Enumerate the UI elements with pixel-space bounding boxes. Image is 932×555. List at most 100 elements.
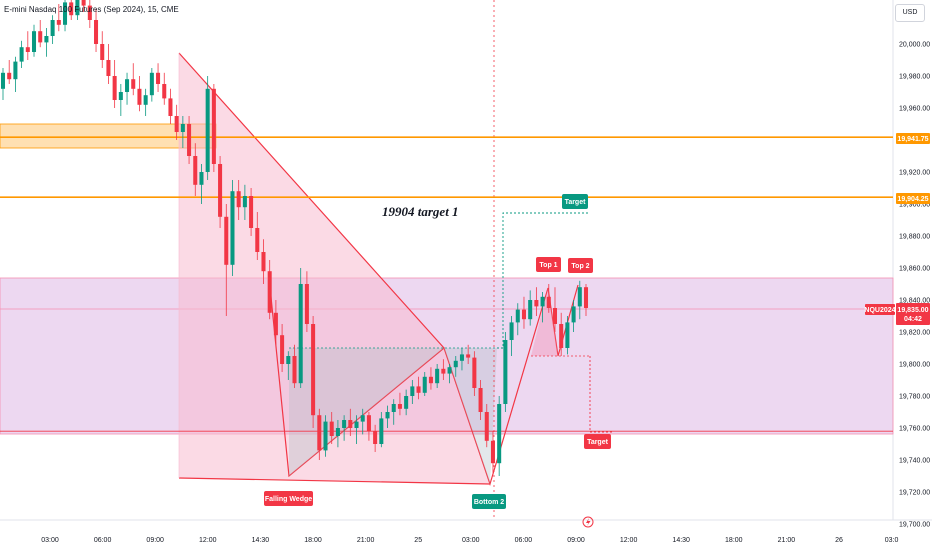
candle-body[interactable] xyxy=(360,415,365,422)
candle-body[interactable] xyxy=(261,252,266,272)
lightning-icon[interactable] xyxy=(582,516,594,528)
candle-body[interactable] xyxy=(249,196,254,228)
candle-body[interactable] xyxy=(466,354,471,358)
candle-body[interactable] xyxy=(478,388,483,412)
candle-body[interactable] xyxy=(565,322,570,348)
candle-body[interactable] xyxy=(335,428,340,436)
candle-body[interactable] xyxy=(292,356,297,384)
candle-body[interactable] xyxy=(187,124,192,156)
candle-body[interactable] xyxy=(156,72,161,84)
candle-body[interactable] xyxy=(373,431,378,444)
candles-layer[interactable] xyxy=(0,0,589,476)
candle-body[interactable] xyxy=(528,300,533,320)
candle-body[interactable] xyxy=(56,20,61,25)
candle-body[interactable] xyxy=(385,412,390,419)
candle-body[interactable] xyxy=(81,0,86,6)
candle-body[interactable] xyxy=(255,228,260,252)
target-note[interactable]: 19904 target 1 xyxy=(382,204,459,219)
candle-body[interactable] xyxy=(273,312,278,336)
candle-body[interactable] xyxy=(447,367,452,374)
candle-body[interactable] xyxy=(44,36,49,43)
candle-body[interactable] xyxy=(484,412,489,441)
top-1-label[interactable]: Top 1 xyxy=(536,257,561,272)
candle-body[interactable] xyxy=(379,418,384,444)
wedge-lower-line[interactable] xyxy=(178,477,491,485)
candle-body[interactable] xyxy=(137,88,142,105)
candle-body[interactable] xyxy=(13,61,18,80)
candle-body[interactable] xyxy=(317,415,322,451)
candle-body[interactable] xyxy=(199,172,204,185)
candle-body[interactable] xyxy=(218,164,223,217)
candle-body[interactable] xyxy=(329,421,334,436)
candle-body[interactable] xyxy=(0,72,6,89)
candle-body[interactable] xyxy=(323,421,328,451)
candle-body[interactable] xyxy=(63,2,68,25)
candle-body[interactable] xyxy=(180,124,185,132)
candle-body[interactable] xyxy=(168,98,173,116)
candle-body[interactable] xyxy=(311,324,316,416)
candle-body[interactable] xyxy=(267,271,272,313)
candle-body[interactable] xyxy=(497,404,502,464)
candle-body[interactable] xyxy=(453,360,458,368)
candle-body[interactable] xyxy=(7,72,12,80)
candle-body[interactable] xyxy=(224,216,229,265)
candle-body[interactable] xyxy=(31,31,37,52)
candle-body[interactable] xyxy=(298,284,303,384)
zigzag-pattern[interactable] xyxy=(268,276,579,486)
candle-body[interactable] xyxy=(230,191,235,265)
candle-body[interactable] xyxy=(19,47,24,62)
candle-body[interactable] xyxy=(143,95,148,105)
candle-body[interactable] xyxy=(342,420,347,428)
candle-body[interactable] xyxy=(472,357,477,388)
candle-body[interactable] xyxy=(100,44,105,60)
candle-body[interactable] xyxy=(503,340,508,404)
candle-body[interactable] xyxy=(118,92,123,100)
bottom-2-label[interactable]: Bottom 2 xyxy=(472,494,506,509)
top-2-label[interactable]: Top 2 xyxy=(568,258,593,273)
candle-body[interactable] xyxy=(75,0,80,16)
target-lower-label[interactable]: Target xyxy=(584,434,611,449)
candle-body[interactable] xyxy=(131,79,136,89)
candle-body[interactable] xyxy=(174,116,179,132)
candle-body[interactable] xyxy=(193,156,198,185)
candle-body[interactable] xyxy=(236,191,241,208)
candle-body[interactable] xyxy=(422,376,427,393)
candle-body[interactable] xyxy=(112,76,117,100)
candle-body[interactable] xyxy=(490,440,495,464)
candle-body[interactable] xyxy=(435,368,440,384)
candle-body[interactable] xyxy=(348,420,353,428)
candle-body[interactable] xyxy=(38,31,43,43)
candle-body[interactable] xyxy=(304,284,309,324)
candle-body[interactable] xyxy=(286,356,291,364)
candle-body[interactable] xyxy=(583,287,589,308)
candle-body[interactable] xyxy=(149,72,154,96)
falling-wedge-label[interactable]: Falling Wedge xyxy=(264,491,313,506)
currency-button[interactable]: USD xyxy=(895,4,925,22)
target-upper-label[interactable]: Target xyxy=(562,194,588,209)
candle-body[interactable] xyxy=(69,2,74,16)
candle-body[interactable] xyxy=(515,309,520,323)
candle-body[interactable] xyxy=(546,296,551,308)
candle-body[interactable] xyxy=(25,47,30,52)
candle-body[interactable] xyxy=(416,386,421,393)
candle-body[interactable] xyxy=(94,20,99,44)
candle-body[interactable] xyxy=(391,404,396,412)
candle-body[interactable] xyxy=(410,386,415,396)
candle-body[interactable] xyxy=(577,287,582,307)
candle-body[interactable] xyxy=(125,79,130,92)
candle-body[interactable] xyxy=(211,88,216,164)
candle-body[interactable] xyxy=(280,335,285,364)
candle-body[interactable] xyxy=(397,404,402,409)
candle-body[interactable] xyxy=(459,354,464,361)
candle-body[interactable] xyxy=(354,421,359,428)
candle-body[interactable] xyxy=(559,324,564,348)
candle-body[interactable] xyxy=(404,396,409,409)
candle-body[interactable] xyxy=(534,300,539,307)
candle-body[interactable] xyxy=(50,20,55,36)
falling-wedge-shape[interactable] xyxy=(179,53,490,484)
candle-body[interactable] xyxy=(521,309,526,320)
candle-body[interactable] xyxy=(242,196,247,208)
candle-body[interactable] xyxy=(205,88,210,172)
